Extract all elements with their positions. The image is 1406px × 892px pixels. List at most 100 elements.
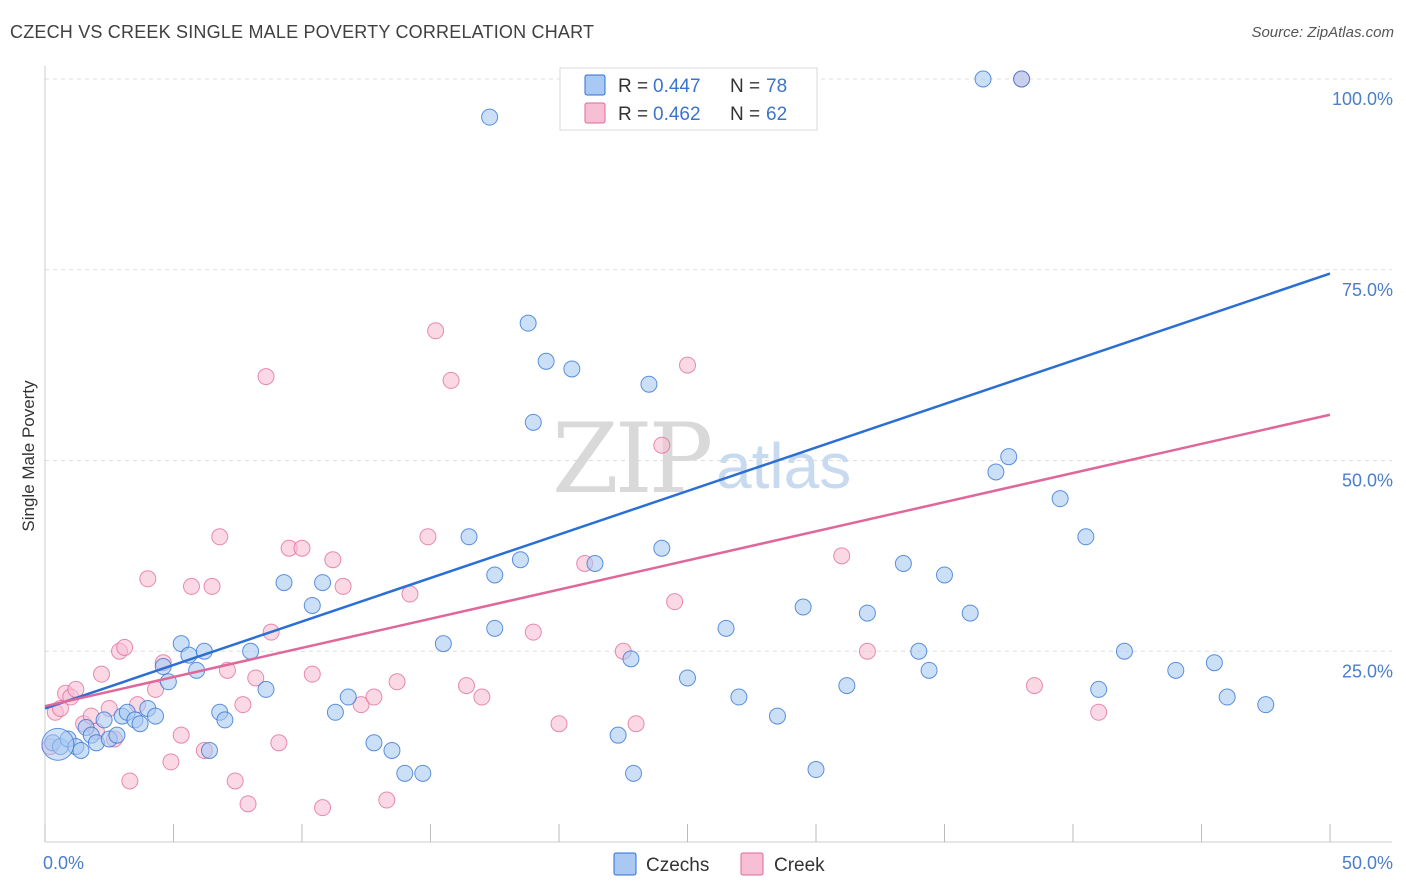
- czechs-point-30: [314, 574, 332, 592]
- czechs-point-52: [730, 688, 748, 706]
- creek-point-23: [203, 577, 221, 595]
- x-tick-label-50: 50.0%: [1342, 853, 1393, 873]
- czechs-point-62: [961, 604, 979, 622]
- creek-point-47: [457, 677, 475, 695]
- legend-creek-n-label: N =: [730, 104, 760, 125]
- czechs-point-37: [434, 635, 452, 653]
- czechs-point-36: [414, 764, 432, 782]
- czechs-point-67: [1051, 490, 1069, 508]
- creek-point-58: [858, 642, 876, 660]
- trend-lines: [44, 272, 1331, 710]
- czechs-point-74: [1257, 696, 1275, 714]
- chart-source: Source: ZipAtlas.com: [1251, 24, 1394, 41]
- creek-point-34: [293, 539, 311, 557]
- czechs-point-73: [1218, 688, 1236, 706]
- czechs-point-43: [537, 352, 555, 370]
- czechs-point-34: [383, 741, 401, 759]
- legend-creek-n-value: 62: [766, 104, 787, 125]
- czechs-point-75: [481, 108, 499, 126]
- bottom-legend-czech-label: Czechs: [646, 855, 709, 876]
- creek-point-42: [388, 673, 406, 691]
- creek-point-49: [524, 623, 542, 641]
- czechs-point-61: [936, 566, 953, 584]
- bottom-legend-creek-label: Creek: [774, 855, 825, 876]
- czechs-point-31: [326, 703, 344, 721]
- creek-trend-line: [44, 413, 1331, 708]
- czechs-point-71: [1167, 661, 1185, 679]
- creek-point-41: [378, 791, 396, 809]
- czechs-point-51: [717, 619, 735, 637]
- legend-czech-n-label: N =: [730, 76, 760, 97]
- y-tick-label-75: 75.0%: [1342, 280, 1393, 300]
- czechs-point-24: [200, 741, 218, 759]
- czechs-point-44: [563, 360, 581, 378]
- bottom-legend-czech-swatch: [613, 852, 637, 876]
- x-tick-label-0: 0.0%: [43, 853, 84, 873]
- legend-czech-r-value: 0.447: [653, 76, 701, 97]
- czechs-point-49: [653, 539, 671, 557]
- watermark-atlas: atlas: [716, 430, 851, 502]
- tick-labels: 25.0% 50.0% 75.0% 100.0% 0.0% 50.0%: [43, 89, 1393, 873]
- creek-point-35: [303, 665, 321, 683]
- creek-point-37: [324, 551, 342, 569]
- data-points: [41, 70, 1275, 817]
- czechs-point-45: [586, 555, 604, 573]
- czechs-point-77: [640, 375, 658, 393]
- creek-point-54: [653, 436, 671, 454]
- creek-point-14: [121, 772, 139, 790]
- czechs-point-47: [622, 650, 640, 668]
- czechs-point-68: [1077, 528, 1095, 546]
- creek-point-39: [352, 696, 370, 714]
- gridlines: [45, 78, 1392, 652]
- czechs-point-32: [339, 688, 357, 706]
- creek-point-36: [314, 799, 332, 817]
- creek-point-55: [666, 593, 684, 611]
- axes: [44, 66, 1392, 843]
- watermark: ZIP atlas: [552, 403, 851, 515]
- czechs-point-69: [1090, 680, 1108, 698]
- creek-point-43: [401, 585, 419, 603]
- czechs-point-39: [486, 619, 504, 637]
- creek-point-44: [419, 528, 437, 546]
- creek-point-53: [627, 715, 645, 733]
- creek-point-48: [473, 688, 491, 706]
- creek-point-60: [1025, 677, 1043, 695]
- czechs-point-10: [108, 726, 126, 744]
- correlation-legend: R = 0.447 N = 78 R = 0.462 N = 62: [559, 67, 818, 131]
- czechs-point-25: [216, 711, 234, 729]
- creek-point-16: [139, 570, 157, 588]
- czechs-point-58: [894, 555, 912, 573]
- czechs-point-48: [625, 764, 643, 782]
- creek-point-13: [116, 638, 134, 656]
- czechs-point-50: [679, 669, 696, 687]
- czechs-point-55: [807, 761, 825, 779]
- legend-czech-r-label: R =: [618, 76, 648, 97]
- y-tick-label-100: 100.0%: [1332, 89, 1393, 109]
- creek-point-40: [365, 688, 383, 706]
- czechs-point-42: [519, 314, 537, 332]
- y-tick-label-50: 50.0%: [1342, 471, 1393, 491]
- czechs-point-65: [1000, 448, 1018, 466]
- legend-czech-swatch: [584, 74, 606, 96]
- czechs-point-4: [72, 741, 90, 759]
- creek-point-20: [172, 726, 190, 744]
- czechs-point-72: [1205, 654, 1223, 672]
- creek-point-32: [270, 734, 288, 752]
- czechs-point-54: [794, 598, 812, 616]
- creek-point-21: [182, 577, 200, 595]
- czechs-point-28: [275, 574, 293, 592]
- creek-point-57: [833, 547, 851, 565]
- czechs-point-76: [524, 413, 542, 431]
- y-axis-label: Single Male Poverty: [19, 380, 38, 532]
- czechs-point-70: [1115, 642, 1133, 660]
- bottom-legend-creek-swatch: [740, 852, 764, 876]
- czechs-point-38: [460, 528, 478, 546]
- czechs-point-46: [609, 726, 627, 744]
- creek-point-29: [247, 669, 265, 687]
- creek-point-27: [234, 696, 252, 714]
- y-tick-label-25: 25.0%: [1342, 661, 1393, 681]
- legend-czech-n-value: 78: [766, 76, 787, 97]
- creek-point-50: [550, 715, 568, 733]
- czechs-point-60: [920, 661, 938, 679]
- creek-point-30: [257, 368, 275, 386]
